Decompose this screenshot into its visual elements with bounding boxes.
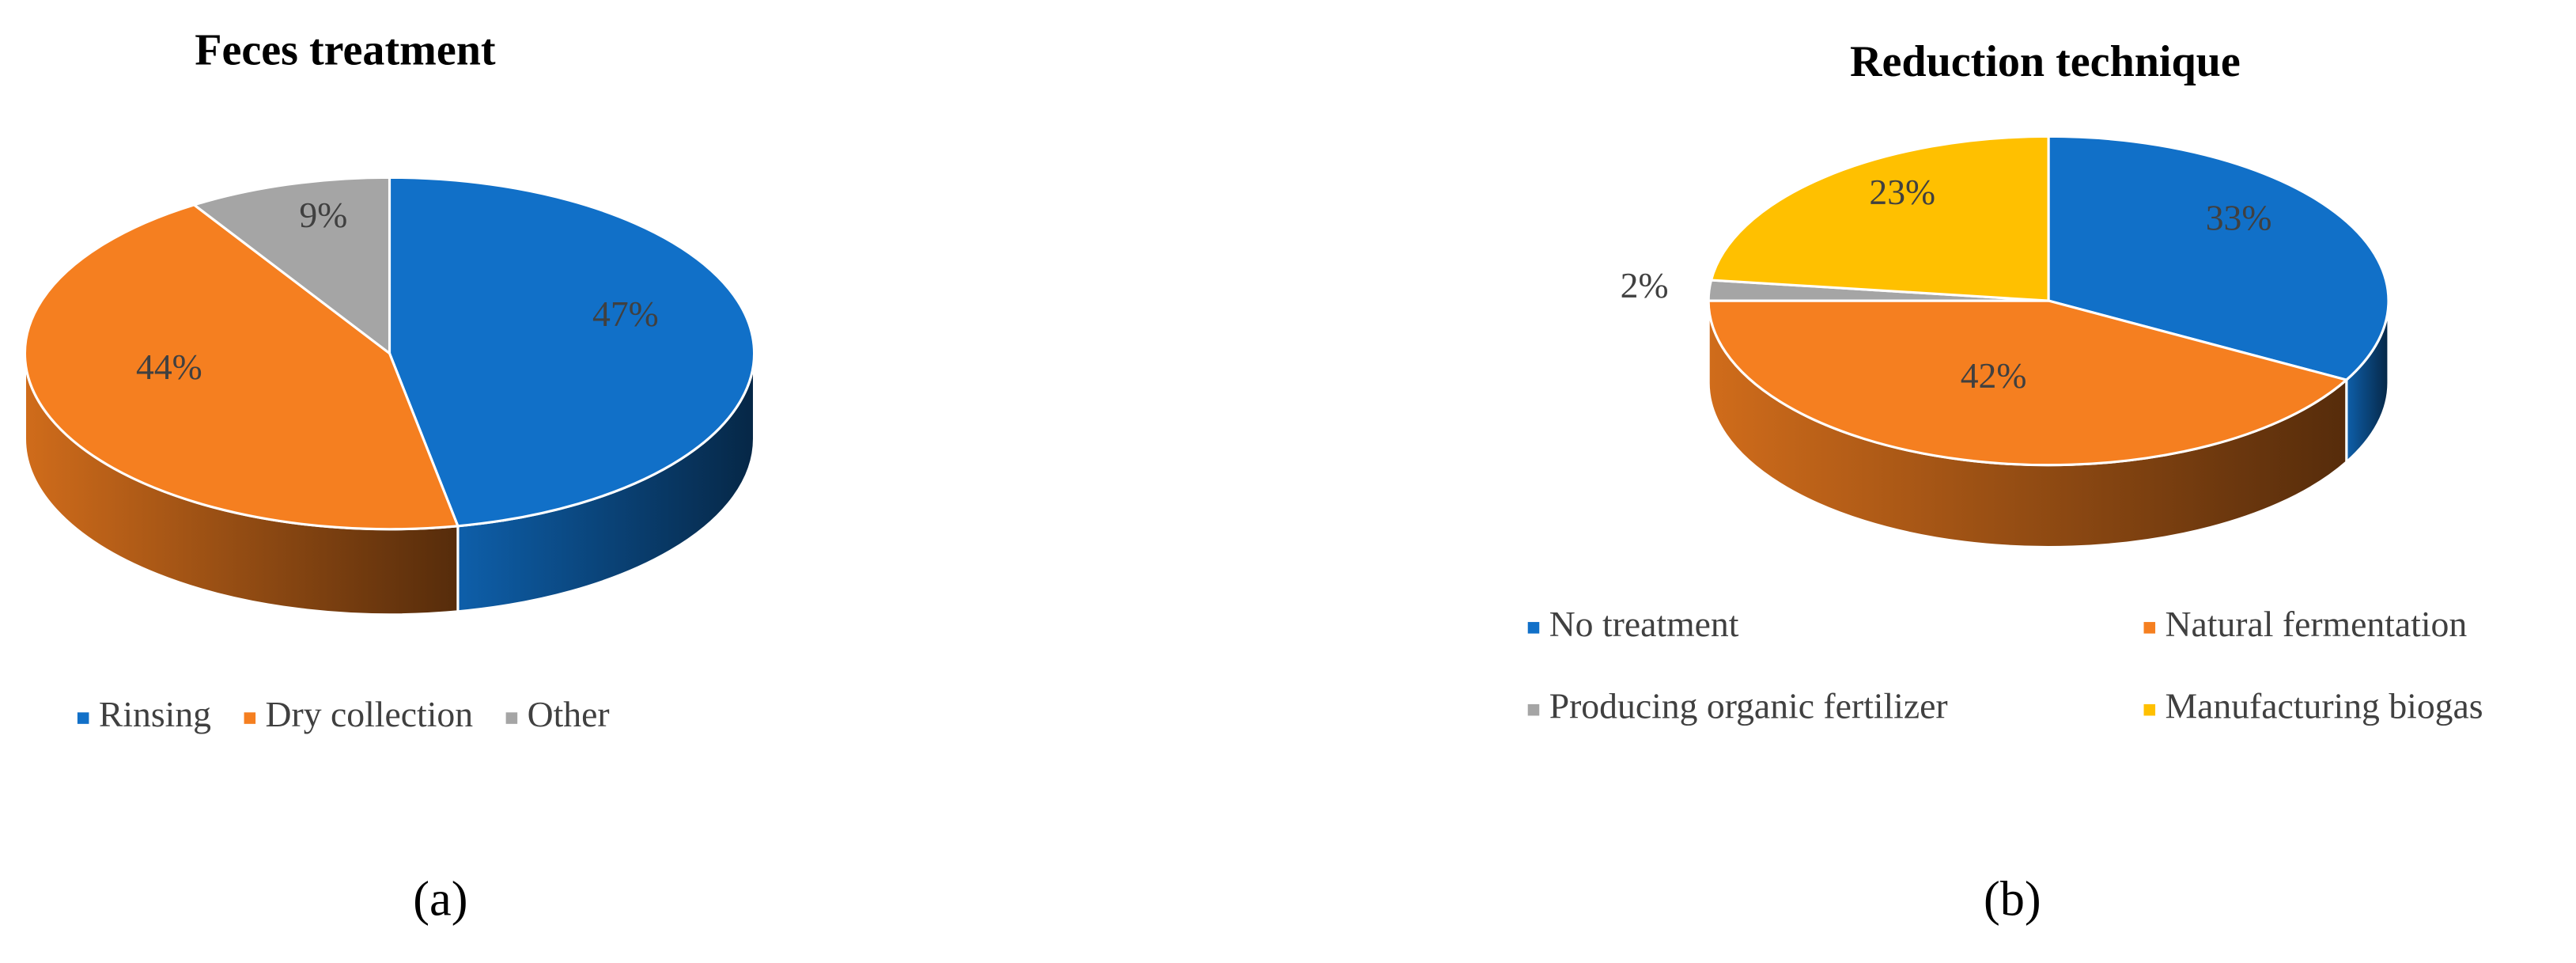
data-label: 47% (592, 294, 659, 334)
panel-label: (b) (1984, 872, 2041, 927)
legend-label: Other (528, 694, 610, 734)
legend-marker (505, 712, 518, 724)
panel-label: (a) (413, 872, 467, 927)
data-label: 9% (299, 195, 347, 235)
legend-label: No treatment (1549, 604, 1739, 644)
pie-slice (191, 176, 392, 356)
legend-label: Manufacturing biogas (2166, 686, 2483, 726)
data-label: 2% (1621, 265, 1669, 305)
legend-marker (1527, 703, 1540, 716)
pie-slice (23, 203, 460, 531)
pie-slice (1707, 299, 2350, 467)
legend-marker (77, 712, 89, 724)
legend-marker (2143, 703, 2156, 716)
legend-label: Natural fermentation (2166, 604, 2468, 644)
legend-marker (244, 712, 256, 724)
data-label: 23% (1869, 172, 1935, 212)
legend-marker (2143, 622, 2156, 634)
legend-marker (1527, 622, 1540, 634)
pie-slice (2047, 135, 2390, 381)
chart-title: Reduction technique (1850, 37, 2241, 86)
pie-slice (388, 176, 756, 528)
chart-title: Feces treatment (195, 25, 496, 74)
data-label: 33% (2206, 198, 2272, 238)
legend-label: Producing organic fertilizer (1549, 686, 1948, 726)
data-label: 44% (136, 347, 202, 387)
legend-label: Dry collection (266, 694, 474, 734)
pie-slice (1709, 135, 2050, 302)
legend-label: Rinsing (99, 694, 211, 734)
data-label: 42% (1961, 355, 2027, 396)
